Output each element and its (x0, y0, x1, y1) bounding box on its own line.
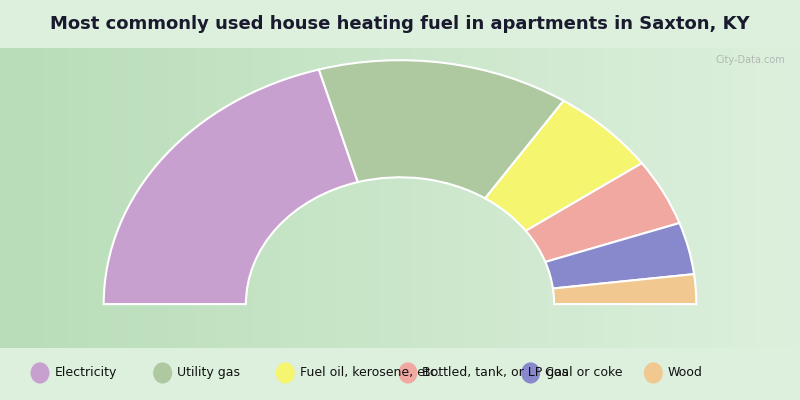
Ellipse shape (277, 363, 294, 383)
Ellipse shape (522, 363, 539, 383)
Text: Most commonly used house heating fuel in apartments in Saxton, KY: Most commonly used house heating fuel in… (50, 15, 750, 33)
Text: Utility gas: Utility gas (177, 366, 240, 380)
Ellipse shape (645, 363, 662, 383)
Text: Fuel oil, kerosene, etc.: Fuel oil, kerosene, etc. (300, 366, 441, 380)
Wedge shape (526, 163, 679, 262)
Wedge shape (546, 223, 694, 288)
Text: City-Data.com: City-Data.com (715, 55, 785, 65)
Wedge shape (104, 70, 358, 304)
Text: Coal or coke: Coal or coke (545, 366, 622, 380)
Wedge shape (553, 274, 696, 304)
Ellipse shape (399, 363, 417, 383)
Ellipse shape (31, 363, 49, 383)
Wedge shape (319, 60, 564, 198)
Text: Wood: Wood (668, 366, 702, 380)
Text: Bottled, tank, or LP gas: Bottled, tank, or LP gas (422, 366, 569, 380)
Text: Electricity: Electricity (54, 366, 117, 380)
Wedge shape (485, 101, 642, 231)
Ellipse shape (154, 363, 171, 383)
